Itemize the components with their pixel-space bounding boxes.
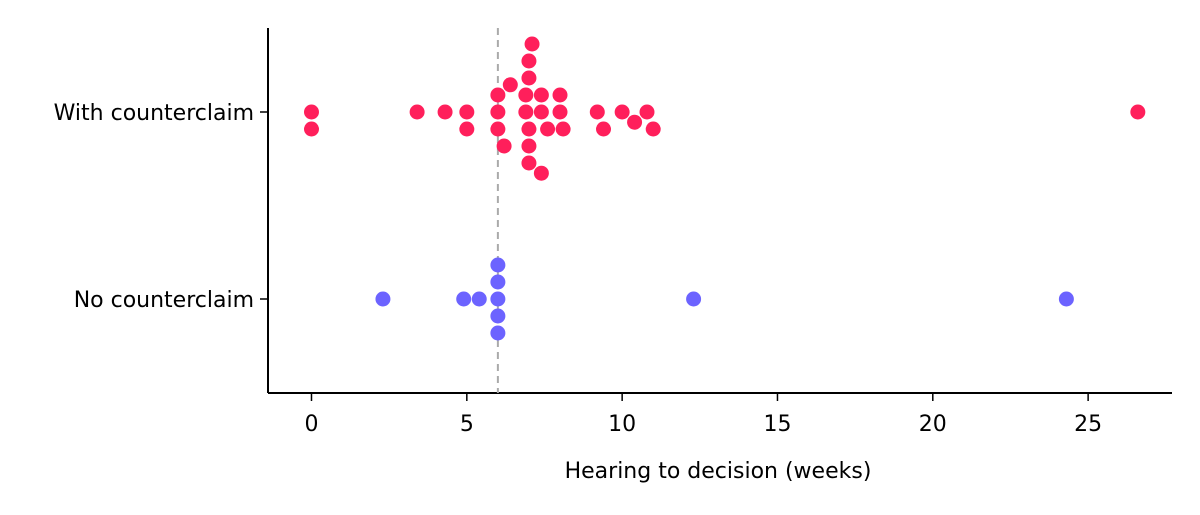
- data-point: [409, 104, 425, 120]
- data-point: [639, 104, 655, 120]
- data-point: [521, 70, 537, 86]
- data-point: [459, 121, 475, 137]
- data-point: [490, 291, 506, 307]
- data-point: [490, 87, 506, 103]
- data-point: [589, 104, 605, 120]
- data-point: [533, 87, 549, 103]
- data-point: [490, 104, 506, 120]
- x-tick-label: 0: [304, 412, 318, 437]
- data-point: [521, 121, 537, 137]
- x-tick-label: 20: [919, 412, 947, 437]
- data-points: [303, 36, 1146, 341]
- data-point: [686, 291, 702, 307]
- data-point: [459, 104, 475, 120]
- data-point: [1130, 104, 1146, 120]
- data-point: [490, 325, 506, 341]
- data-point: [596, 121, 612, 137]
- data-point: [490, 308, 506, 324]
- data-point: [555, 121, 571, 137]
- data-point: [521, 155, 537, 171]
- data-point: [375, 291, 391, 307]
- x-ticks: 0 5 10 15 20 25: [304, 393, 1102, 437]
- data-point: [552, 104, 568, 120]
- x-tick-label: 5: [460, 412, 474, 437]
- data-point: [540, 121, 556, 137]
- data-point: [1058, 291, 1074, 307]
- category-label: No counterclaim: [74, 288, 254, 313]
- axes: [267, 28, 1172, 394]
- data-point: [524, 36, 540, 52]
- data-point: [645, 121, 661, 137]
- data-point: [533, 165, 549, 181]
- data-point: [490, 274, 506, 290]
- data-point: [614, 104, 630, 120]
- data-point: [533, 104, 549, 120]
- data-point: [456, 291, 472, 307]
- x-tick-label: 25: [1074, 412, 1102, 437]
- data-point: [496, 138, 512, 154]
- data-point: [521, 138, 537, 154]
- x-tick-label: 15: [763, 412, 791, 437]
- x-tick-label: 10: [608, 412, 636, 437]
- data-point: [518, 87, 534, 103]
- category-labels: With counterclaim No counterclaim: [54, 101, 268, 313]
- data-point: [552, 87, 568, 103]
- data-point: [303, 104, 319, 120]
- data-point: [518, 104, 534, 120]
- data-point: [471, 291, 487, 307]
- data-point: [490, 257, 506, 273]
- x-axis-title: Hearing to decision (weeks): [565, 459, 872, 484]
- data-point: [502, 77, 518, 93]
- data-point: [490, 121, 506, 137]
- category-label: With counterclaim: [54, 101, 254, 126]
- data-point: [303, 121, 319, 137]
- data-point: [521, 53, 537, 69]
- data-point: [627, 114, 643, 130]
- data-point: [437, 104, 453, 120]
